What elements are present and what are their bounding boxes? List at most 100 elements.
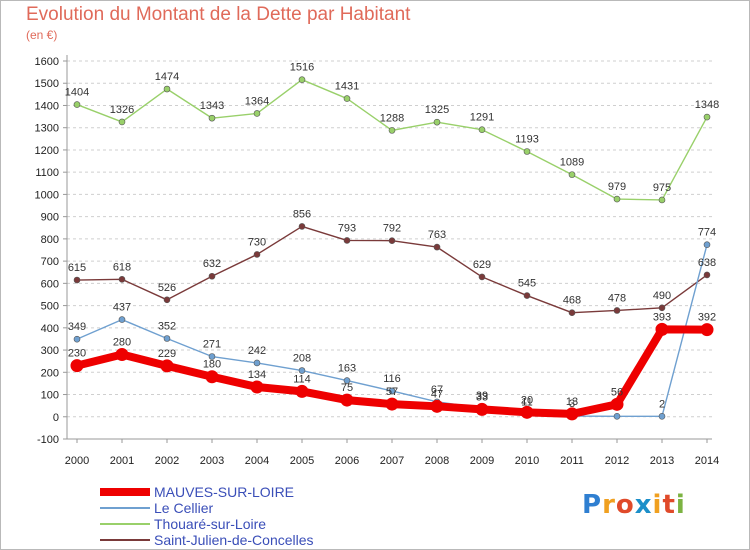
data-point [163, 296, 171, 304]
data-label: 20 [521, 394, 533, 406]
data-point [208, 353, 216, 360]
logo-letter: x [634, 490, 653, 520]
x-tick-label: 2010 [515, 455, 539, 467]
data-label: 67 [431, 384, 443, 396]
legend-swatch [100, 539, 150, 541]
x-tick-label: 2002 [155, 455, 179, 467]
data-label: 792 [383, 223, 401, 235]
data-label: 229 [158, 348, 176, 360]
data-point [160, 359, 174, 373]
data-point [388, 237, 396, 244]
legend-label: Thouaré-sur-Loire [154, 516, 267, 532]
data-point [433, 118, 441, 126]
data-point [655, 322, 669, 336]
logo-letter: r [602, 490, 616, 520]
data-label: 468 [563, 295, 581, 307]
y-tick-label: 1600 [35, 56, 59, 68]
legend-swatch [100, 507, 150, 509]
y-tick-label: 900 [41, 212, 59, 224]
data-label: 352 [158, 320, 176, 332]
y-tick-label: 1200 [35, 145, 59, 157]
data-label: 230 [68, 348, 86, 360]
data-point [385, 397, 399, 411]
data-label: 13 [566, 396, 578, 408]
data-point [205, 370, 219, 384]
data-point [523, 148, 531, 155]
data-point [430, 399, 444, 413]
data-label: 134 [248, 369, 266, 381]
data-label: 1404 [65, 87, 89, 99]
data-label: 1326 [110, 104, 134, 116]
data-label: 3 [569, 398, 575, 410]
data-label: 1089 [560, 157, 584, 169]
data-point [295, 384, 309, 398]
y-tick-label: 700 [41, 256, 59, 268]
data-point [703, 113, 711, 121]
data-point [70, 359, 84, 373]
x-tick-label: 2007 [380, 455, 404, 467]
data-label: 1516 [290, 62, 314, 74]
y-tick-label: 1000 [35, 189, 59, 201]
y-tick-label: 800 [41, 234, 59, 246]
data-point [253, 251, 261, 258]
legend-swatch [100, 488, 150, 496]
data-label: 349 [68, 321, 86, 333]
legend-label: Le Cellier [154, 500, 214, 516]
data-label: 1348 [695, 99, 719, 111]
data-point [208, 272, 216, 280]
x-tick-label: 2000 [65, 455, 89, 467]
data-label: 47 [431, 388, 443, 400]
data-label: 1431 [335, 81, 359, 93]
data-point [298, 223, 306, 230]
proxiti-logo: Proxiti [582, 490, 686, 520]
data-point [163, 85, 171, 93]
data-point [520, 405, 534, 419]
data-label: 11 [521, 396, 532, 408]
data-point [523, 292, 531, 299]
data-label: 1474 [155, 71, 179, 83]
data-point [208, 114, 216, 122]
data-label: 280 [113, 337, 131, 349]
data-point [118, 316, 126, 323]
data-point [703, 241, 711, 248]
data-point [73, 276, 81, 284]
legend-label: Saint-Julien-de-Concelles [154, 532, 314, 548]
x-tick-label: 2008 [425, 455, 449, 467]
data-label: 180 [203, 359, 221, 371]
data-label: 163 [338, 363, 356, 375]
data-point [118, 276, 126, 283]
data-label: 730 [248, 236, 266, 248]
x-tick-label: 2013 [650, 455, 674, 467]
data-label: 979 [608, 181, 626, 193]
logo-letter: i [675, 490, 686, 520]
data-label: 1291 [470, 112, 494, 124]
data-point [565, 407, 579, 421]
legend-swatch [100, 523, 150, 525]
data-label: 392 [698, 312, 716, 324]
data-label: 2 [659, 398, 665, 410]
data-point [433, 243, 441, 251]
data-label: 526 [158, 282, 176, 294]
data-point [568, 171, 576, 178]
logo-letter: o [615, 490, 635, 520]
data-point [298, 76, 306, 83]
data-point [343, 377, 351, 384]
data-label: 793 [338, 222, 356, 234]
data-point [658, 413, 666, 420]
data-point [568, 309, 576, 317]
chart-unit: (en €) [26, 28, 58, 42]
data-label: 393 [653, 311, 671, 323]
logo-letter: i [652, 490, 663, 520]
data-label: 1343 [200, 100, 224, 112]
x-tick-label: 2012 [605, 455, 629, 467]
data-label: 638 [698, 257, 716, 269]
data-point [610, 397, 624, 411]
data-label: 478 [608, 292, 626, 304]
data-label: 242 [248, 345, 266, 357]
y-tick-label: 1100 [35, 167, 59, 179]
data-point [253, 359, 261, 367]
data-point [73, 101, 81, 108]
data-point [253, 110, 261, 117]
data-point [343, 95, 351, 102]
chart-title: Evolution du Montant de la Dette par Hab… [26, 4, 411, 25]
